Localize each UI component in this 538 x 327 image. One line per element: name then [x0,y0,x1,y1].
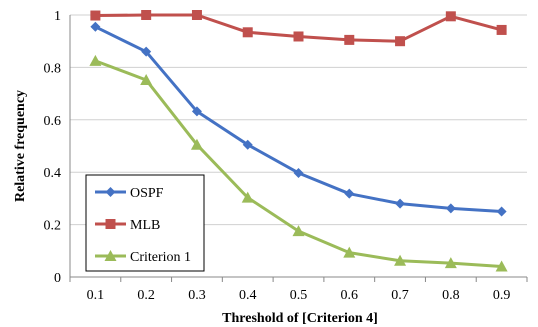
x-tick-label: 0.4 [239,288,257,303]
data-point-mlb [344,34,355,45]
x-tick-label: 0.7 [391,288,409,303]
y-tick-label: 0.6 [44,114,62,129]
data-point-mlb [191,10,202,20]
legend-label: Criterion 1 [130,250,191,265]
data-point-criterion-1 [190,138,203,150]
data-point-mlb [496,24,507,35]
x-axis-title: Threshold of [Criterion 4] [222,311,378,326]
data-point-criterion-1 [394,254,407,266]
y-tick-label: 0.2 [44,219,62,234]
legend-swatch-marker [104,250,117,261]
x-tick-label: 0.8 [442,288,460,303]
x-axis-ticks: 0.1 0.2 0.3 0.4 0.5 0.6 0.7 0.8 0.9 [69,277,528,303]
data-point-mlb [395,36,406,47]
data-point-mlb [90,10,101,21]
y-tick-label: 0.8 [44,61,62,76]
data-point-criterion-1 [343,246,356,258]
legend: OSPF MLB Criterion 1 [85,174,205,272]
data-point-ospf [90,21,101,32]
legend-label: OSPF [130,186,164,201]
legend-item-mlb: MLB [95,218,160,233]
y-tick-label: 1 [54,9,61,24]
data-point-mlb [242,27,253,38]
y-tick-label: 0 [54,271,61,286]
x-tick-label: 0.5 [290,288,308,303]
data-point-criterion-1 [89,54,102,66]
data-point-ospf [344,188,355,199]
x-tick-label: 0.3 [188,288,206,303]
series-criterion-1 [89,54,508,272]
legend-swatch-marker [105,187,116,197]
data-point-mlb [293,31,304,42]
data-point-ospf [242,139,253,150]
data-point-ospf [293,167,304,178]
y-axis-title: Relative frequency [13,90,28,202]
data-point-ospf [141,46,152,57]
legend-swatch-marker [105,219,116,229]
data-point-ospf [191,106,202,117]
data-point-criterion-1 [140,73,153,85]
data-point-ospf [445,203,456,214]
x-tick-label: 0.9 [493,288,511,303]
series-group [89,10,508,272]
data-point-criterion-1 [444,257,457,269]
data-point-ospf [496,206,507,217]
series-ospf [90,21,507,217]
legend-item-criterion-1: Criterion 1 [95,250,191,265]
data-point-criterion-1 [292,225,305,237]
y-tick-label: 0.4 [44,166,62,181]
y-axis-ticks: 0 0.2 0.4 0.6 0.8 1 [44,9,62,286]
series-mlb [90,10,507,47]
data-point-mlb [445,11,456,22]
data-point-ospf [395,198,406,209]
data-point-criterion-1 [241,191,254,203]
x-tick-label: 0.2 [137,288,155,303]
legend-item-ospf: OSPF [95,186,164,201]
data-point-mlb [141,10,152,20]
data-point-criterion-1 [495,260,508,272]
x-tick-label: 0.1 [87,288,105,303]
legend-label: MLB [130,218,160,233]
x-tick-label: 0.6 [341,288,359,303]
